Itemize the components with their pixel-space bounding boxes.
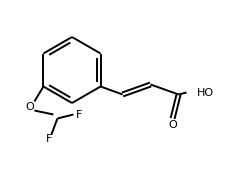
Text: HO: HO [196,87,213,97]
Text: O: O [25,102,34,112]
Text: F: F [76,109,82,119]
Text: F: F [46,134,52,144]
Text: O: O [167,120,176,130]
